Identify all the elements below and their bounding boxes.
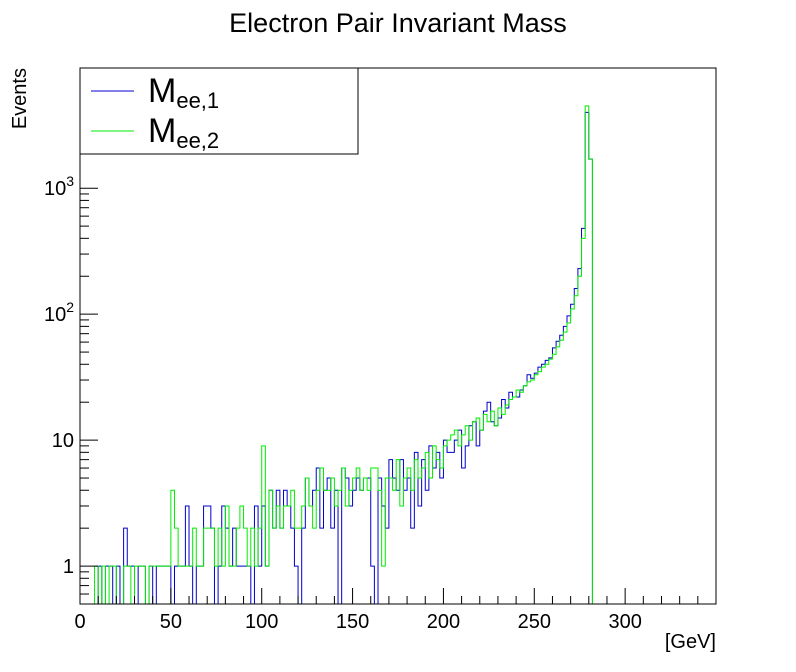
y-tick-label: 103 [44,173,74,200]
series-layer [80,105,716,605]
y-axis-label: Events [9,68,31,129]
y-axis: 1 10 102 103 [44,67,98,605]
x-tick-label: 50 [160,611,182,633]
legend-label: Mee,2 [148,112,219,153]
x-tick-label: 300 [608,611,641,633]
x-tick-label: 250 [518,611,551,633]
legend-box [79,67,359,155]
legend-label: Mee,1 [148,72,219,113]
y-tick-label: 10 [52,430,74,452]
x-axis-label: [GeV] [665,631,716,653]
x-tick-label: 150 [336,611,369,633]
y-tick-label: 1 [63,556,74,578]
x-axis: 0 50 100 150 200 250 300 [74,588,717,633]
y-tick-label: 102 [44,299,74,326]
x-tick-label: 0 [74,611,85,633]
series-2-step-line [80,105,716,605]
plot-frame [79,67,717,605]
x-tick-label: 200 [427,611,460,633]
chart-title: Electron Pair Invariant Mass [229,8,567,38]
x-tick-label: 100 [245,611,278,633]
